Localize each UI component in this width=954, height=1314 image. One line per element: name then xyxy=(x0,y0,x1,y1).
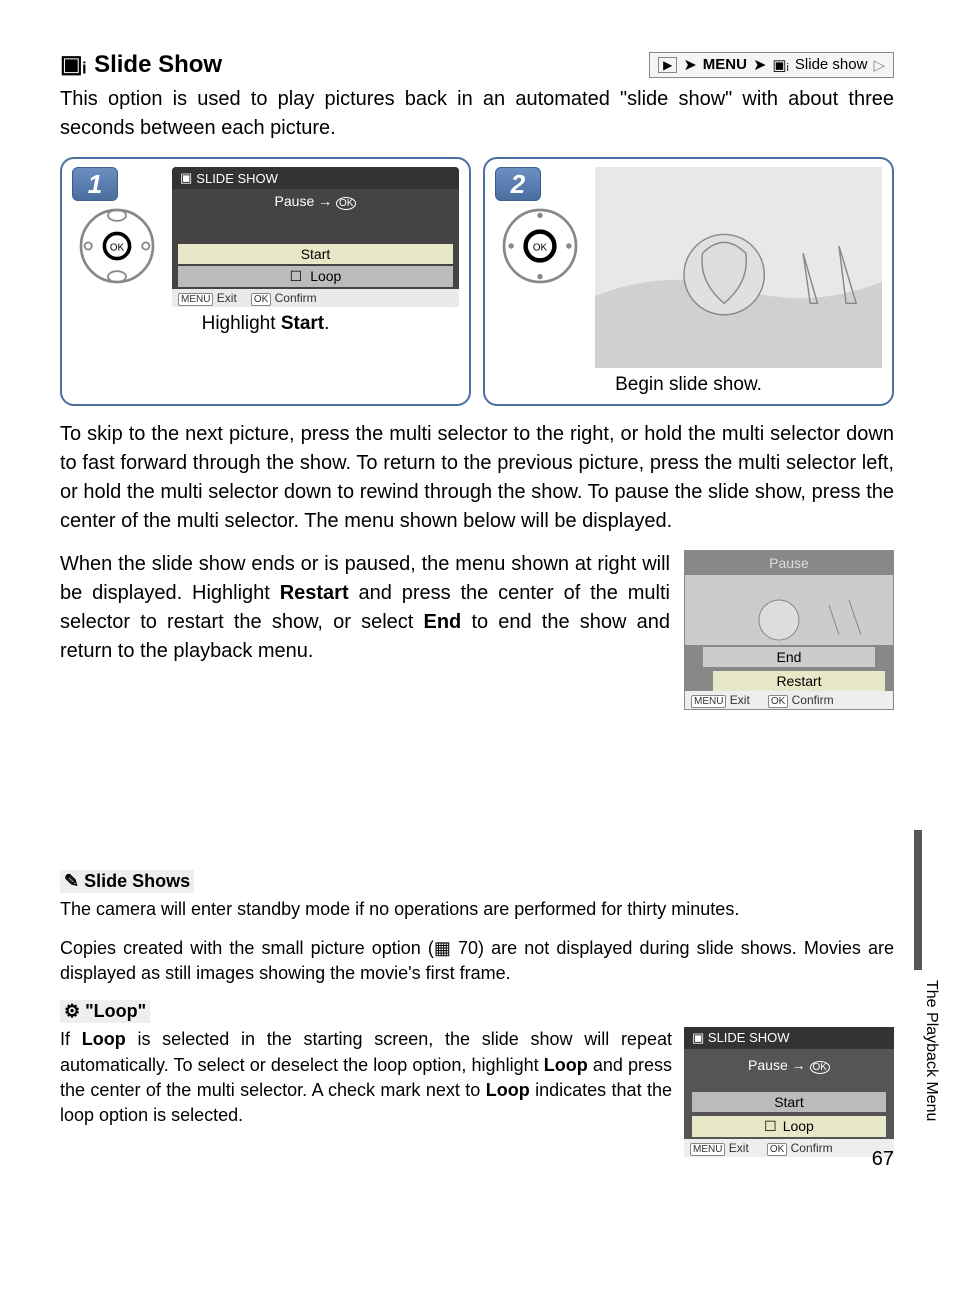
step-caption: Highlight Start. xyxy=(72,313,459,335)
side-tab-bar xyxy=(914,830,922,970)
menu-item-loop: ☐Loop xyxy=(692,1116,886,1137)
ok-tag: OK xyxy=(768,695,788,708)
exit-label: Exit xyxy=(729,1141,749,1155)
multi-selector-icon: OK xyxy=(495,201,585,291)
paragraph: To skip to the next picture, press the m… xyxy=(60,420,894,536)
slideshow-icon: ▣ xyxy=(180,170,192,186)
pause-label: Pause → xyxy=(275,193,336,209)
page-number: 67 xyxy=(872,1148,894,1171)
menu-tag: MENU xyxy=(691,695,726,708)
step-number: 1 xyxy=(72,167,118,201)
menu-item-start: Start xyxy=(692,1092,886,1112)
screen-title: SLIDE SHOW xyxy=(196,171,278,186)
menu-item-restart: Restart xyxy=(713,671,885,691)
note-text: If Loop is selected in the starting scre… xyxy=(60,1027,672,1157)
ok-tag: OK xyxy=(767,1143,787,1156)
exit-label: Exit xyxy=(730,693,750,707)
play-icon: ▶ xyxy=(658,57,677,73)
slideshow-icon: ▣ xyxy=(692,1030,708,1045)
multi-selector-icon: OK xyxy=(72,201,162,291)
loop-menu-screen: ▣ SLIDE SHOW Pause → OK Start ☐Loop MENU… xyxy=(684,1027,894,1157)
exit-label: Exit xyxy=(217,291,237,305)
svg-text:OK: OK xyxy=(533,243,548,254)
slideshow-icon: ▣ᵢ xyxy=(60,50,86,79)
menu-tag: MENU xyxy=(178,293,213,306)
note-text: Copies created with the small picture op… xyxy=(60,936,894,986)
confirm-label: Confirm xyxy=(792,693,834,707)
intro-text: This option is used to play pictures bac… xyxy=(60,85,894,143)
menu-item-end: End xyxy=(703,647,875,667)
breadcrumb-leaf: Slide show xyxy=(795,56,868,73)
leaf-icon: ▣ᵢ xyxy=(772,56,789,74)
confirm-label: Confirm xyxy=(791,1141,833,1155)
photo-illustration xyxy=(595,167,882,368)
breadcrumb-menu: MENU xyxy=(703,56,747,73)
section-title: ▣ᵢ Slide Show xyxy=(60,50,222,79)
step-2: 2 OK xyxy=(483,157,894,406)
screen-title: SLIDE SHOW xyxy=(708,1030,790,1045)
pause-menu-screen: Pause End Restart MENU Exit OK Confirm xyxy=(684,550,894,710)
svg-text:OK: OK xyxy=(110,243,125,254)
arrow-icon: ➤ xyxy=(753,55,766,75)
confirm-label: Confirm xyxy=(275,291,317,305)
breadcrumb: ▶ ➤ MENU ➤ ▣ᵢ Slide show ▷ xyxy=(649,52,894,78)
camera-screen: ▣SLIDE SHOW Pause → OK Start ☐Loop MENU … xyxy=(172,167,459,307)
reference-icon: ▦ xyxy=(434,938,451,958)
step-caption: Begin slide show. xyxy=(495,374,882,396)
title-text: Slide Show xyxy=(94,51,222,79)
step-number: 2 xyxy=(495,167,541,201)
pause-illustration xyxy=(685,575,893,645)
step-1: 1 OK ▣ SLIDE SHOW Pause → OK Start ☐Loop xyxy=(60,157,471,406)
arrow-icon: ➤ xyxy=(683,55,696,75)
ok-icon: OK xyxy=(810,1061,830,1074)
illustration-screen xyxy=(595,167,882,368)
ok-icon: OK xyxy=(336,197,356,210)
menu-item-loop: ☐Loop xyxy=(178,266,453,287)
chevron-icon: ▷ xyxy=(873,56,885,74)
note-text: The camera will enter standby mode if no… xyxy=(60,897,894,922)
note-heading: "Loop" xyxy=(60,1000,150,1023)
menu-tag: MENU xyxy=(690,1143,725,1156)
ok-tag: OK xyxy=(251,293,271,306)
note-heading: Slide Shows xyxy=(60,870,194,893)
pause-label: Pause → xyxy=(748,1057,809,1073)
menu-item-start: Start xyxy=(178,244,453,264)
pause-label: Pause xyxy=(685,551,893,575)
paragraph: When the slide show ends or is paused, t… xyxy=(60,550,670,710)
side-section-label: The Playback Menu xyxy=(922,980,940,1121)
